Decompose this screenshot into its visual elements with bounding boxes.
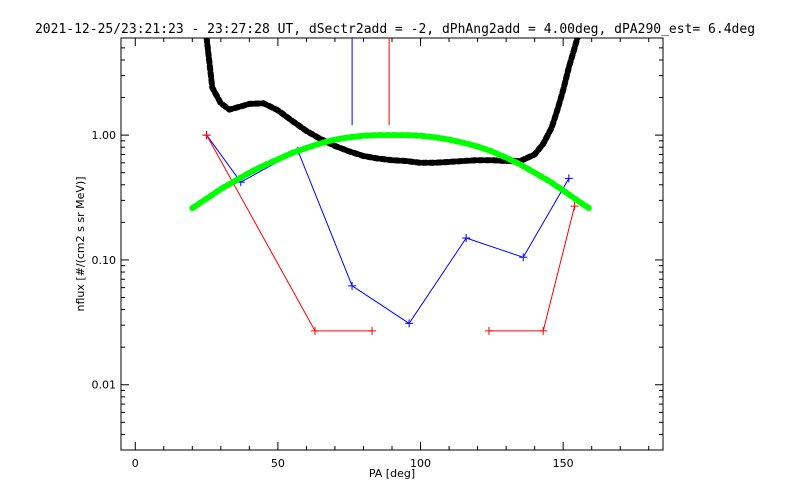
series-2-curve xyxy=(203,38,581,166)
x-tick-label: 100 xyxy=(410,457,431,470)
plot-frame xyxy=(120,37,664,451)
x-axis-label: PA [deg] xyxy=(369,467,415,480)
series-1-point xyxy=(484,326,493,335)
series-0-line xyxy=(206,134,570,325)
series-0-point xyxy=(348,281,357,290)
series-1-point xyxy=(570,202,579,211)
series-0-point xyxy=(405,319,414,328)
y-tick-label: 1.00 xyxy=(92,129,117,142)
axis-ticks: 0 50 100 150 0.01 0.10 1.00 xyxy=(92,37,663,470)
series-3-curve xyxy=(189,132,592,212)
x-tick-label: 0 xyxy=(132,457,139,470)
data-marks xyxy=(189,38,592,335)
series-0-point xyxy=(519,253,528,262)
x-tick-label: 50 xyxy=(271,457,285,470)
series-0-point xyxy=(564,174,573,183)
y-tick-label: 0.10 xyxy=(92,254,117,267)
y-axis-label: nflux [#/(cm2 s sr MeV)] xyxy=(74,177,87,312)
y-tick-label: 0.01 xyxy=(92,379,117,392)
x-tick-label: 150 xyxy=(553,457,574,470)
series-1-point xyxy=(368,326,377,335)
series-1-point xyxy=(539,326,548,335)
chart-title: 2021-12-25/23:21:23 - 23:27:28 UT, dSect… xyxy=(35,22,755,37)
series-0-point xyxy=(462,233,471,242)
series-1-point xyxy=(310,326,319,335)
series-1-point xyxy=(202,131,211,140)
